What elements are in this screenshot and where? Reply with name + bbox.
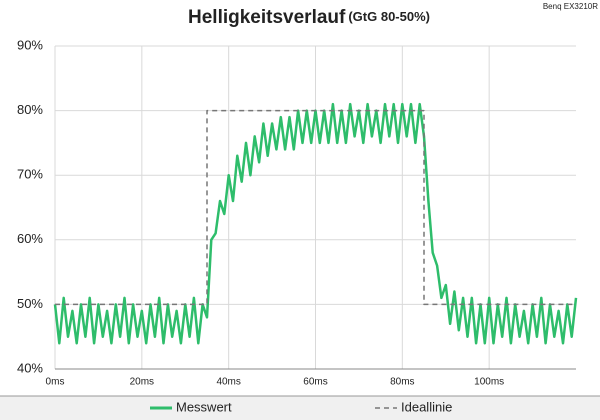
x-tick-label: 80ms — [390, 377, 414, 388]
watermark: Benq EX3210R — [543, 2, 598, 11]
x-tick-label: 60ms — [303, 377, 327, 388]
x-tick-label: 40ms — [216, 377, 240, 388]
legend-label: Messwert — [176, 399, 232, 414]
y-tick-label: 60% — [17, 231, 43, 246]
title: Helligkeitsverlauf — [188, 7, 346, 28]
ideal-line — [55, 109, 576, 306]
y-tick-label: 90% — [17, 37, 43, 52]
x-tick-label: 100ms — [474, 377, 504, 388]
x-tick-label: 0ms — [46, 377, 65, 388]
chart-title: Helligkeitsverlauf (GtG 80-50%) — [188, 7, 430, 28]
legend-label: Ideallinie — [401, 399, 452, 414]
legend-band — [0, 396, 600, 420]
y-tick-label: 70% — [17, 167, 43, 182]
y-tick-label: 80% — [17, 102, 43, 117]
x-tick-label: 20ms — [130, 377, 154, 388]
y-tick-label: 40% — [17, 360, 43, 375]
y-tick-label: 50% — [17, 296, 43, 311]
subtitle: (GtG 80-50%) — [348, 9, 430, 24]
